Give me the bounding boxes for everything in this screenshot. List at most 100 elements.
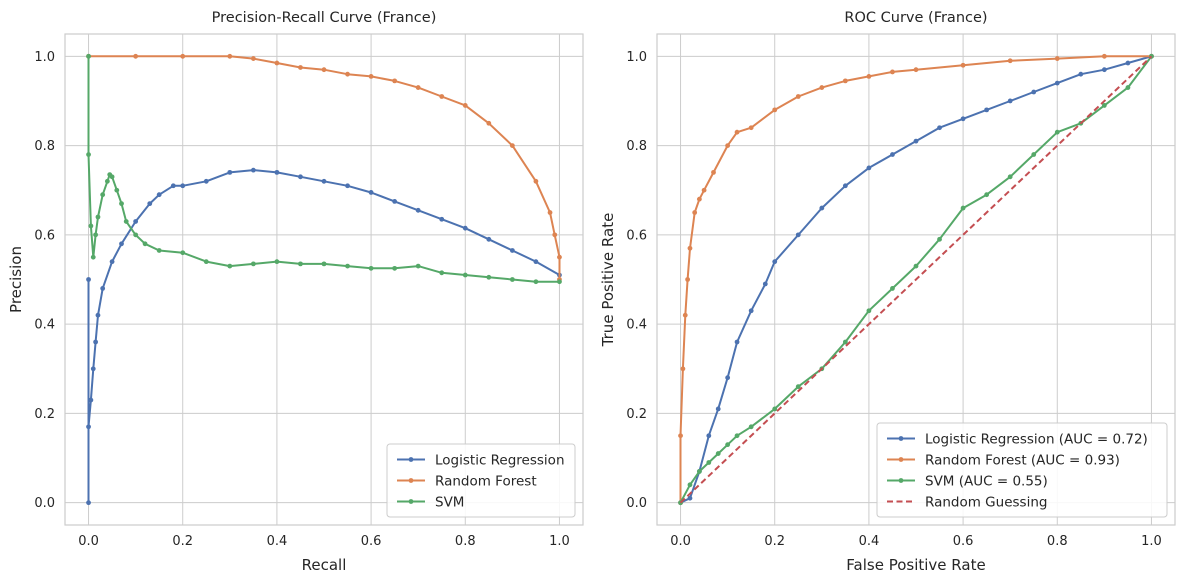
pr-series-point-0 — [462, 225, 468, 231]
pr-series-point-1 — [509, 143, 515, 148]
pr-series-point-1 — [180, 53, 186, 59]
pr-series-point-2 — [345, 263, 350, 269]
pr-series-point-0 — [392, 198, 398, 204]
pr-series-point-2 — [203, 259, 209, 265]
roc-series-point-1 — [866, 74, 872, 79]
roc-series-point-2 — [842, 339, 848, 345]
pr-series-point-2 — [95, 214, 101, 220]
pr-series-point-1 — [486, 120, 492, 126]
pr-series-point-2 — [86, 152, 91, 157]
roc-legend-entry: Random Guessing — [925, 494, 1047, 510]
pr-series-point-0 — [533, 259, 539, 265]
pr-series-point-2 — [114, 187, 120, 193]
pr-legend-entry: SVM — [435, 494, 464, 510]
pr-series-point-0 — [486, 236, 492, 242]
roc-series-point-0 — [960, 116, 966, 122]
pr-series-point-2 — [439, 270, 445, 276]
roc-series-point-1 — [680, 366, 686, 372]
pr-series-point-2 — [533, 279, 539, 285]
pr-series-point-2 — [100, 192, 106, 198]
roc-series-point-2 — [734, 433, 740, 439]
pr-series-point-2 — [119, 201, 124, 207]
roc-series-point-2 — [913, 263, 919, 269]
pr-series-point-2 — [298, 261, 303, 267]
pr-x-tick-label: 1.0 — [549, 534, 570, 549]
roc-panel: 0.0 0.2 0.4 0.6 0.8 1.0 0.0 0.2 0.4 0.6 0.8 1.0 ROC … — [599, 10, 1176, 574]
pr-x-axis-label: Recall — [302, 556, 347, 574]
roc-y-tick-label: 0.8 — [626, 139, 647, 154]
pr-x-tick-label: 0.8 — [455, 534, 476, 549]
pr-y-tick-label: 0.6 — [34, 228, 55, 243]
pr-series-point-1 — [133, 53, 139, 59]
pr-series-point-1 — [250, 56, 256, 61]
roc-series-point-2 — [960, 205, 966, 211]
roc-x-tick-label: 0.6 — [953, 534, 974, 549]
pr-series-point-2 — [462, 272, 468, 278]
pr-series-point-2 — [486, 274, 492, 280]
roc-series-point-1 — [819, 85, 825, 90]
roc-series-point-2 — [1007, 174, 1013, 180]
roc-series-point-2 — [696, 469, 702, 474]
roc-series-point-1 — [772, 107, 778, 113]
roc-y-axis-label: True Positive Rate — [599, 213, 617, 348]
roc-legend-marker — [898, 478, 904, 483]
pr-legend: Logistic Regression Random Forest SVM — [386, 443, 576, 518]
pr-y-axis-label: Precision — [7, 246, 25, 313]
pr-series-point-0 — [93, 339, 99, 345]
pr-series-point-1 — [345, 71, 350, 77]
pr-series-point-0 — [321, 178, 327, 184]
roc-series-point-0 — [866, 165, 872, 171]
roc-x-tick-label: 0.2 — [764, 534, 785, 549]
roc-series-point-0 — [913, 138, 919, 144]
pr-series-point-2 — [86, 53, 91, 59]
pr-legend-entry: Random Forest — [435, 473, 537, 489]
pr-series-point-0 — [180, 183, 186, 189]
roc-legend-entry: Logistic Regression (AUC = 0.72) — [925, 431, 1148, 447]
roc-series-point-1 — [678, 433, 683, 439]
pr-series-point-2 — [93, 232, 99, 238]
roc-series-point-2 — [1101, 103, 1107, 108]
pr-series-point-0 — [86, 500, 91, 506]
roc-series-line-3 — [679, 55, 1153, 504]
roc-series-point-1 — [734, 129, 740, 135]
pr-series-point-0 — [170, 183, 176, 189]
pr-series-point-0 — [298, 174, 303, 180]
pr-legend-marker — [408, 478, 414, 483]
roc-y-tick-label: 0.4 — [626, 318, 647, 333]
roc-series-point-2 — [706, 460, 712, 465]
pr-series-point-0 — [100, 286, 106, 291]
roc-legend-box — [876, 422, 1168, 518]
roc-legend-marker — [898, 436, 904, 441]
roc-series-point-1 — [685, 277, 691, 282]
roc-series-point-0 — [734, 339, 740, 345]
roc-series-point-1 — [1007, 58, 1013, 64]
pr-series-point-0 — [109, 259, 115, 265]
pr-series-point-2 — [133, 232, 139, 238]
roc-y-tick-label: 0.2 — [626, 407, 647, 422]
pr-series-point-1 — [368, 74, 374, 79]
roc-series-point-1 — [842, 78, 848, 84]
pr-series-point-1 — [533, 178, 539, 184]
pr-series-point-1 — [552, 232, 558, 238]
pr-series-point-0 — [439, 216, 445, 222]
roc-series-point-0 — [725, 375, 731, 381]
pr-series-point-2 — [123, 219, 129, 224]
roc-x-axis-label: False Positive Rate — [846, 556, 985, 574]
roc-series-point-2 — [890, 286, 895, 291]
pr-y-tick-label: 0.0 — [34, 496, 55, 511]
pr-series-point-0 — [147, 201, 153, 207]
roc-series-point-1 — [701, 187, 707, 193]
pr-series-point-0 — [95, 312, 101, 318]
pr-series-point-1 — [415, 85, 421, 90]
roc-series-point-1 — [1101, 53, 1107, 59]
roc-x-tick-label: 0.4 — [859, 534, 880, 549]
pr-series-point-0 — [345, 183, 350, 189]
roc-series-point-2 — [937, 236, 942, 242]
pr-series-point-0 — [509, 248, 515, 253]
roc-series-point-0 — [772, 259, 778, 265]
roc-series-point-0 — [706, 433, 712, 439]
roc-y-tick-label: 0.6 — [626, 228, 647, 243]
pr-series-point-2 — [156, 248, 162, 253]
pr-series-point-0 — [203, 178, 209, 184]
pr-series-point-0 — [274, 169, 280, 175]
